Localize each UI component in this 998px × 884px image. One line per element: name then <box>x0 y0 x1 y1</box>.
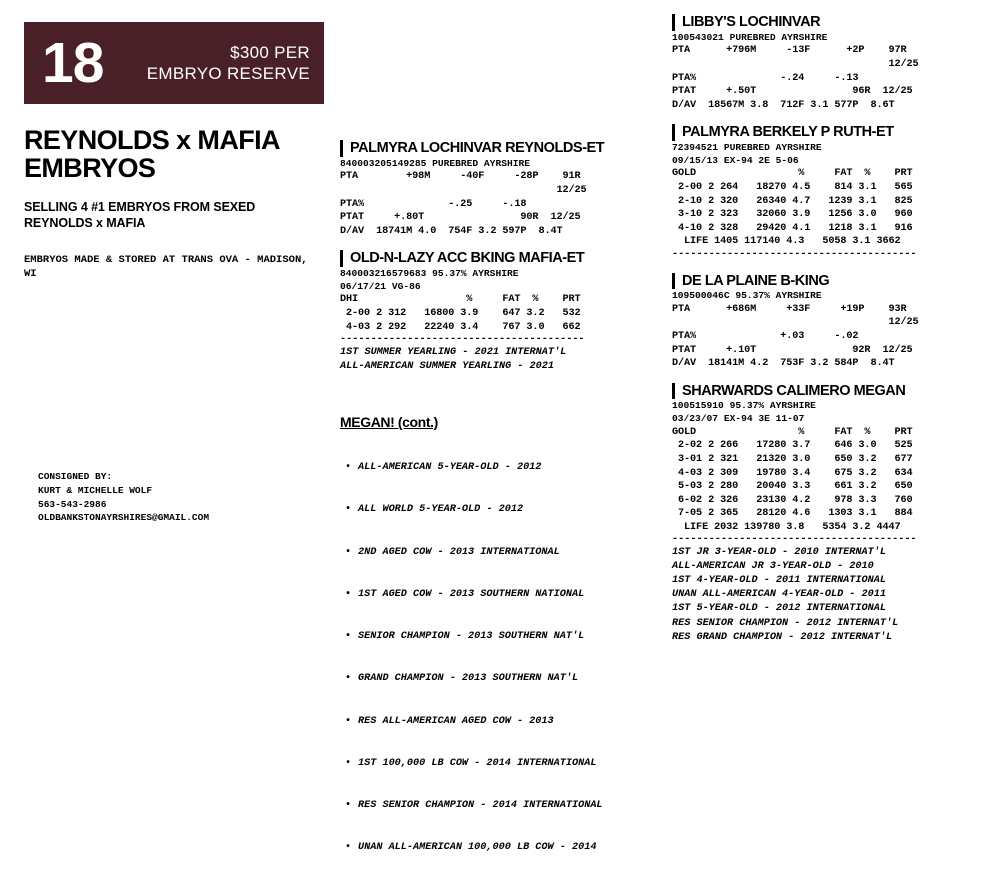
pedigree-block-libbys: LIBBY'S LOCHINVAR 100543021 PUREBRED AYR… <box>672 14 988 112</box>
lactation-table-header: DHI % FAT % PRT <box>340 294 581 306</box>
list-item: 1ST 100,000 LB COW - 2014 INTERNATIONAL <box>345 757 652 771</box>
list-item: GRAND CHAMPION - 2013 SOUTHERN NAT'L <box>345 672 652 686</box>
list-item: 1ST AGED COW - 2013 SOUTHERN NATIONAL <box>345 588 652 602</box>
lactation-row: 2-00 2 312 16800 3.9 647 3.2 532 <box>340 307 581 319</box>
megan-award-list: ALL-AMERICAN 5-YEAR-OLD - 2012 ALL WORLD… <box>340 433 652 884</box>
lot-price-line-2: EMBRYO RESERVE <box>146 64 310 83</box>
lactation-row: 2-10 2 320 26340 4.7 1239 3.1 825 <box>672 195 913 207</box>
lactation-lifetime-row: LIFE 2032 139780 3.8 5354 3.2 4447 <box>672 521 901 533</box>
lactation-row: 4-10 2 328 29420 4.1 1218 3.1 916 <box>672 222 913 234</box>
divider-rule: ---------------------------------------- <box>340 334 585 346</box>
lactation-row: 5-03 2 280 20040 3.3 661 3.2 650 <box>672 481 913 493</box>
pedigree-registration: 109500046C 95.37% AYRSHIRE <box>672 290 822 302</box>
pedigree-name: PALMYRA LOCHINVAR REYNOLDS-ET <box>340 140 652 157</box>
divider-rule: ---------------------------------------- <box>672 534 917 546</box>
pedigree-proof-data: PTA +98M -40F -28P 91R 12/25 PTA% -.25 -… <box>340 171 587 237</box>
list-item: RES SENIOR CHAMPION - 2014 INTERNATIONAL <box>345 799 652 813</box>
lactation-row: 2-02 2 266 17280 3.7 646 3.0 525 <box>672 440 913 452</box>
pedigree-name: LIBBY'S LOCHINVAR <box>672 14 988 31</box>
pedigree-proof-data: PTA +796M -13F +2P 97R 12/25 PTA% -.24 -… <box>672 45 919 111</box>
page-title: REYNOLDS x MAFIA EMBRYOS <box>24 125 280 184</box>
catalog-page: 18 $300 PER EMBRYO RESERVE REYNOLDS x MA… <box>0 0 998 654</box>
consignor-name: KURT & MICHELLE WOLF <box>38 484 153 496</box>
pedigree-name: SHARWARDS CALIMERO MEGAN <box>672 382 988 400</box>
consignor-block: CONSIGNED BY: KURT & MICHELLE WOLF 563-5… <box>38 470 209 525</box>
megan-continued-section: MEGAN! (cont.) ALL-AMERICAN 5-YEAR-OLD -… <box>340 414 652 884</box>
award-line: 1ST JR 3-YEAR-OLD - 2010 INTERNAT'L <box>672 547 886 559</box>
list-item: ALL WORLD 5-YEAR-OLD - 2012 <box>345 503 652 517</box>
lactation-lifetime-row: LIFE 1405 117140 4.3 5058 3.1 3662 <box>672 236 901 248</box>
pedigree-registration: 100543021 PUREBRED AYRSHIRE <box>672 31 828 43</box>
list-item: 2ND AGED COW - 2013 INTERNATIONAL <box>345 546 652 560</box>
list-item: SENIOR CHAMPION - 2013 SOUTHERN NAT'L <box>345 630 652 644</box>
award-line: UNAN ALL-AMERICAN 4-YEAR-OLD - 2011 <box>672 589 886 601</box>
lactation-row: 3-01 2 321 21320 3.0 650 3.2 677 <box>672 454 913 466</box>
divider-rule: ---------------------------------------- <box>672 248 917 260</box>
lactation-row: 6-02 2 326 23130 4.2 978 3.3 760 <box>672 494 913 506</box>
pedigree-block-megan: SHARWARDS CALIMERO MEGAN 100515910 95.37… <box>672 382 988 645</box>
consignor-label: CONSIGNED BY: <box>38 471 113 482</box>
award-line: RES SENIOR CHAMPION - 2012 INTERNAT'L <box>672 617 899 629</box>
award-line: 1ST SUMMER YEARLING - 2021 INTERNAT'L <box>340 346 567 358</box>
list-item: UNAN ALL-AMERICAN 100,000 LB COW - 2014 <box>345 841 652 855</box>
consignor-email: OLDBANKSTONAYRSHIRES@GMAIL.COM <box>38 512 210 524</box>
pedigree-block-reynolds: PALMYRA LOCHINVAR REYNOLDS-ET 8400032051… <box>340 140 652 238</box>
award-line: ALL-AMERICAN JR 3-YEAR-OLD - 2010 <box>672 561 874 573</box>
pedigree-name: PALMYRA BERKELY P RUTH-ET <box>672 124 988 141</box>
lactation-table-header: GOLD % FAT % PRT <box>672 168 913 180</box>
award-line: 1ST 5-YEAR-OLD - 2012 INTERNATIONAL <box>672 603 886 615</box>
right-pedigree-column: LIBBY'S LOCHINVAR 100543021 PUREBRED AYR… <box>672 14 988 657</box>
pedigree-classification: 06/17/21 VG-86 <box>340 280 421 292</box>
lot-price: $300 PER EMBRYO RESERVE <box>147 42 310 85</box>
award-line: 1ST 4-YEAR-OLD - 2011 INTERNATIONAL <box>672 575 886 587</box>
pedigree-block-mafia: OLD-N-LAZY ACC BKING MAFIA-ET 8400032165… <box>340 250 652 374</box>
list-item: RES ALL-AMERICAN AGED COW - 2013 <box>345 715 652 729</box>
lactation-row: 2-00 2 264 18270 4.5 814 3.1 565 <box>672 181 913 193</box>
award-line: ALL-AMERICAN SUMMER YEARLING - 2021 <box>340 360 554 372</box>
lot-price-line-1: $300 PER <box>230 42 310 62</box>
pedigree-block-ruth: PALMYRA BERKELY P RUTH-ET 72394521 PUREB… <box>672 124 988 260</box>
pedigree-block-bking: DE LA PLAINE B-KING 109500046C 95.37% AY… <box>672 272 988 371</box>
pedigree-registration: 72394521 PUREBRED AYRSHIRE <box>672 141 822 153</box>
lactation-row: 7-05 2 365 28120 4.6 1303 3.1 884 <box>672 508 913 520</box>
pedigree-registration: 100515910 95.37% AYRSHIRE <box>672 400 816 412</box>
consignor-phone: 563-543-2986 <box>38 498 107 510</box>
lactation-table-header: GOLD % FAT % PRT <box>672 426 913 438</box>
lot-storage-note: EMBRYOS MADE & STORED AT TRANS OVA - MAD… <box>24 254 308 281</box>
megan-continued-heading: MEGAN! (cont.) <box>340 414 438 430</box>
lot-header-column: 18 $300 PER EMBRYO RESERVE REYNOLDS x MA… <box>24 22 324 282</box>
list-item: ALL-AMERICAN 5-YEAR-OLD - 2012 <box>345 461 652 475</box>
pedigree-classification: 03/23/07 EX-94 3E 11-07 <box>672 413 805 425</box>
lot-subtitle: SELLING 4 #1 EMBRYOS FROM SEXED REYNOLDS… <box>24 199 256 230</box>
pedigree-proof-data: PTA +686M +33F +19P 93R 12/25 PTA% +.03 … <box>672 303 919 370</box>
pedigree-name: OLD-N-LAZY ACC BKING MAFIA-ET <box>340 250 652 267</box>
pedigree-registration: 840003205149285 PUREBRED AYRSHIRE <box>340 157 530 169</box>
award-line: RES GRAND CHAMPION - 2012 INTERNAT'L <box>672 631 893 643</box>
lot-banner: 18 $300 PER EMBRYO RESERVE <box>24 22 324 104</box>
lactation-row: 3-10 2 323 32060 3.9 1256 3.0 960 <box>672 209 913 221</box>
pedigree-classification: 09/15/13 EX-94 2E 5-06 <box>672 154 799 166</box>
lactation-row: 4-03 2 309 19780 3.4 675 3.2 634 <box>672 467 913 479</box>
pedigree-name: DE LA PLAINE B-KING <box>672 272 988 290</box>
lot-number: 18 <box>42 30 104 95</box>
pedigree-registration: 840003216579683 95.37% AYRSHIRE <box>340 267 519 279</box>
lactation-row: 4-03 2 292 22240 3.4 767 3.0 662 <box>340 321 581 333</box>
middle-pedigree-column: PALMYRA LOCHINVAR REYNOLDS-ET 8400032051… <box>340 140 652 386</box>
